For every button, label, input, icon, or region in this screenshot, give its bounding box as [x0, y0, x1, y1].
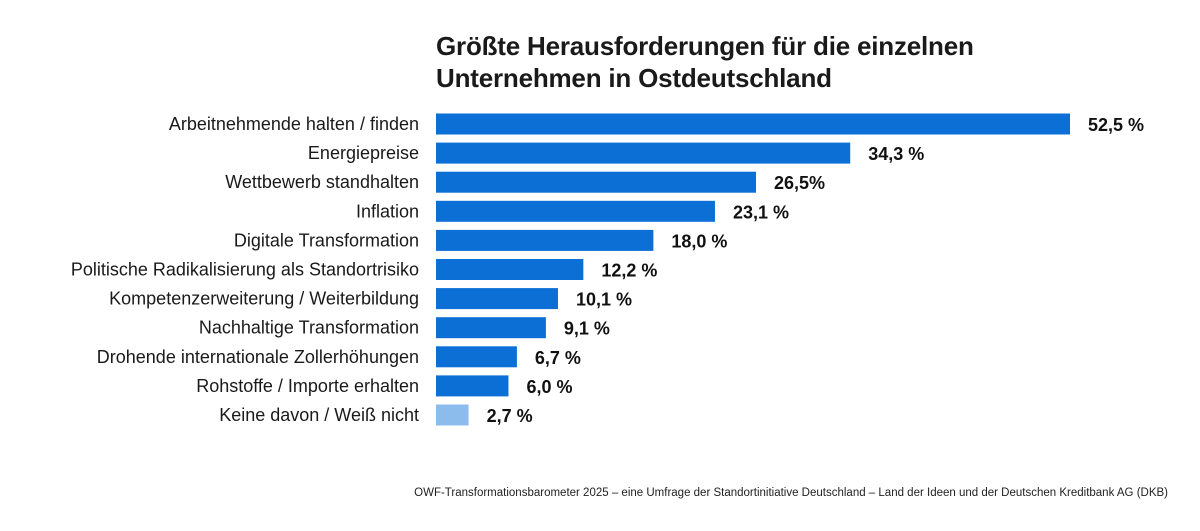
category-label-politische-radikalisierung-als-standortrisiko: Politische Radikalisierung als Standortr… — [71, 260, 419, 280]
category-label-rohstoffe-importe-erhalten: Rohstoffe / Importe erhalten — [196, 376, 419, 396]
value-label-energiepreise: 34,3 % — [868, 144, 924, 164]
bar-drohende-internationale-zollerhoehungen — [436, 346, 517, 368]
category-label-kompetenzerweiterung-weiterbildung: Kompetenzerweiterung / Weiterbildung — [109, 289, 419, 309]
bar-wettbewerb-standhalten — [436, 171, 757, 193]
value-label-kompetenzerweiterung-weiterbildung: 10,1 % — [576, 290, 632, 310]
category-label-inflation: Inflation — [356, 201, 419, 221]
chart-title-line-2: Unternehmen in Ostdeutschland — [436, 63, 832, 93]
category-label-arbeitnehmende-halten-finden: Arbeitnehmende halten / finden — [169, 114, 419, 134]
value-label-drohende-internationale-zollerhoehungen: 6,7 % — [535, 348, 581, 368]
value-label-inflation: 23,1 % — [733, 202, 789, 222]
bar-energiepreise — [436, 142, 851, 164]
bar-politische-radikalisierung-als-standortrisiko — [436, 259, 584, 280]
value-label-arbeitnehmende-halten-finden: 52,5 % — [1088, 115, 1144, 135]
bar-keine-davon-weiss-nicht — [436, 404, 469, 426]
source-note: OWF-Transformationsbarometer 2025 – eine… — [414, 487, 1168, 499]
chart-title-line-1: Größte Herausforderungen für die einzeln… — [436, 31, 974, 61]
bar-inflation — [436, 200, 715, 222]
value-label-wettbewerb-standhalten: 26,5% — [774, 173, 825, 193]
bar-digitale-transformation — [436, 229, 654, 251]
bar-nachhaltige-transformation — [436, 317, 546, 339]
category-label-nachhaltige-transformation: Nachhaltige Transformation — [199, 318, 419, 338]
value-label-rohstoffe-importe-erhalten: 6,0 % — [526, 377, 572, 397]
category-label-drohende-internationale-zollerhoehungen: Drohende internationale Zollerhöhungen — [97, 347, 419, 367]
value-label-digitale-transformation: 18,0 % — [671, 231, 727, 251]
value-label-keine-davon-weiss-nicht: 2,7 % — [487, 406, 533, 426]
bar-arbeitnehmende-halten-finden — [436, 113, 1070, 135]
chart-title: Größte Herausforderungen für die einzeln… — [436, 30, 1136, 94]
category-label-energiepreise: Energiepreise — [308, 143, 419, 163]
category-label-wettbewerb-standhalten: Wettbewerb standhalten — [225, 172, 419, 192]
value-label-politische-radikalisierung-als-standortrisiko: 12,2 % — [601, 261, 657, 281]
bar-kompetenzerweiterung-weiterbildung — [436, 288, 558, 310]
value-label-nachhaltige-transformation: 9,1 % — [564, 319, 610, 339]
category-label-keine-davon-weiss-nicht: Keine davon / Weiß nicht — [219, 405, 419, 425]
bar-rohstoffe-importe-erhalten — [436, 375, 509, 397]
category-label-digitale-transformation: Digitale Transformation — [234, 230, 419, 250]
